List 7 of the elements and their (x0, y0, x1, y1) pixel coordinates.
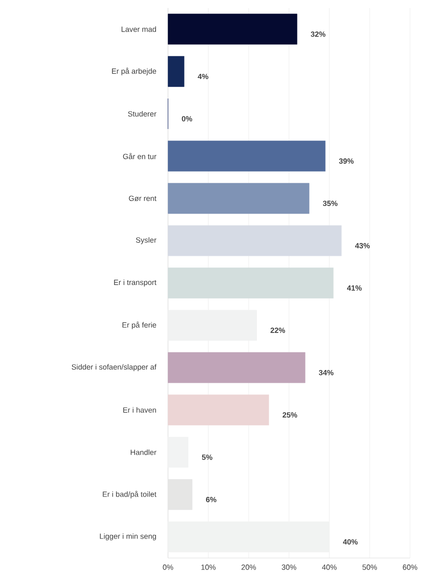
bar (168, 140, 326, 172)
bar (168, 183, 310, 214)
bar (168, 394, 269, 426)
bar (168, 14, 298, 45)
bar (168, 56, 184, 87)
bar (168, 352, 306, 383)
bar (168, 479, 192, 510)
